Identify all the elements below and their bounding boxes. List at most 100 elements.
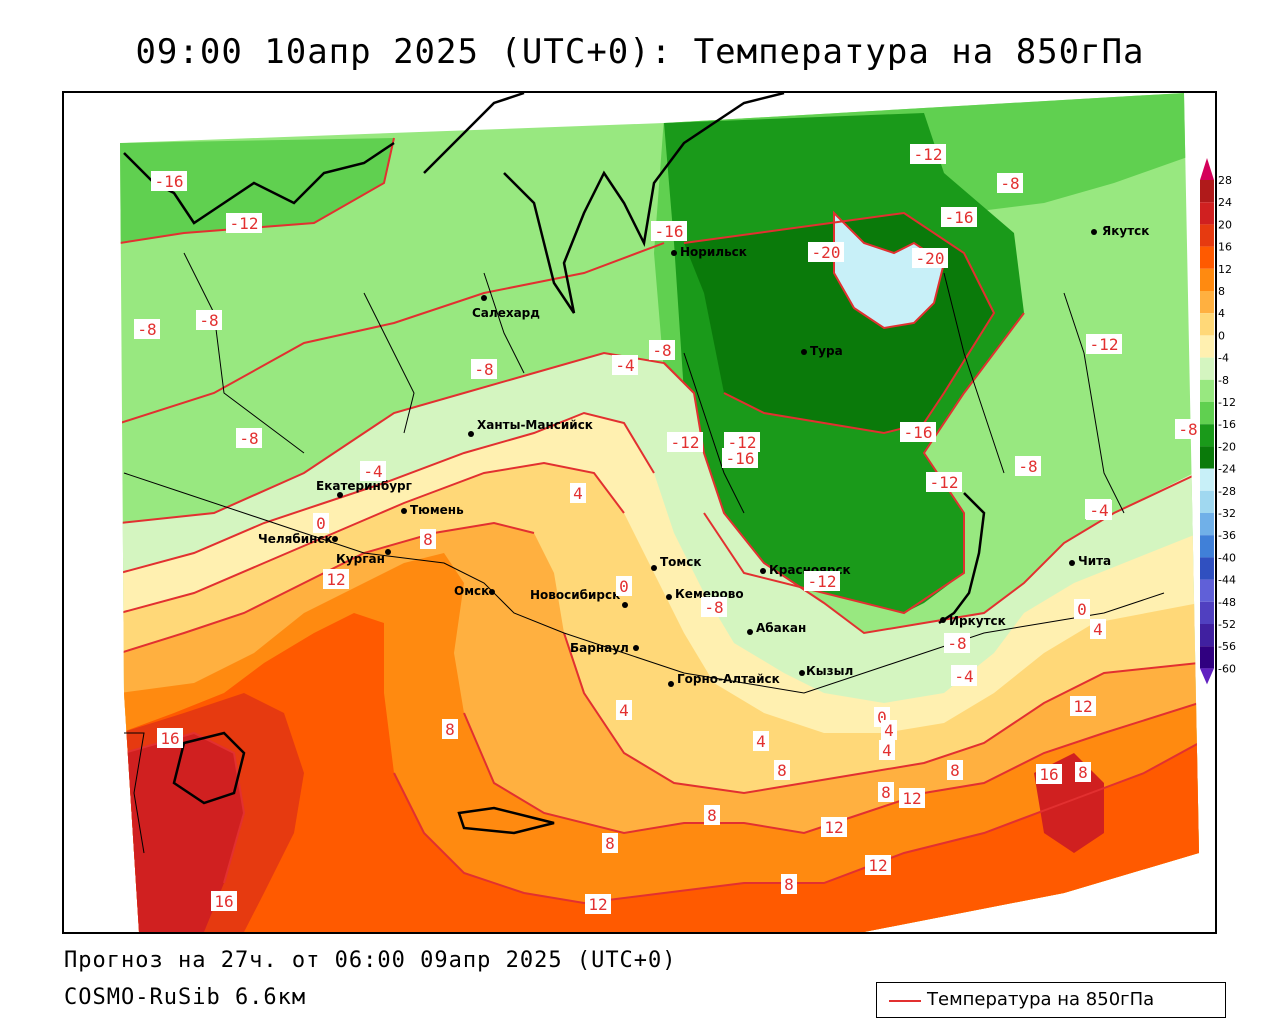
city-marker-kemerovo[interactable] bbox=[666, 594, 672, 600]
colorbar-swatch bbox=[1200, 268, 1214, 291]
city-marker-chelyabinsk[interactable] bbox=[332, 536, 338, 542]
isotherm-label: 4 bbox=[1093, 620, 1103, 639]
colorbar-swatch bbox=[1200, 335, 1214, 358]
isotherm-label-box bbox=[941, 207, 977, 227]
isotherm-label: 8 bbox=[777, 761, 787, 780]
isotherm-label: -12 bbox=[930, 473, 959, 492]
isotherm-label: -16 bbox=[155, 172, 184, 191]
chart-title: 09:00 10апр 2025 (UTC+0): Температура на… bbox=[135, 32, 1145, 72]
isotherm-label-box bbox=[602, 833, 618, 853]
isotherm-label-box bbox=[151, 171, 187, 191]
isotherm-label: 16 bbox=[214, 892, 233, 911]
isotherm-label: -8 bbox=[1178, 420, 1197, 439]
isotherm-label: -4 bbox=[1089, 501, 1108, 520]
isotherm-label-box bbox=[420, 529, 436, 549]
model-name: COSMO-RuSib 6.6км bbox=[64, 985, 307, 1010]
isotherm-label: 16 bbox=[160, 729, 179, 748]
colorbar-swatch bbox=[1200, 291, 1214, 314]
isotherm-label-box bbox=[881, 720, 897, 740]
isotherm-label: 0 bbox=[619, 577, 629, 596]
city-marker-barnaul[interactable] bbox=[633, 645, 639, 651]
colorbar-ticks: 28 24 20 16 12 8 4 0 -4 -8 -12 -16 -20 -24 -28 -32 -36 -4… bbox=[1218, 174, 1236, 675]
temperature-map[interactable]: Якутск Норильск Салехард Тура Ханты-Манс… bbox=[62, 91, 1217, 934]
colorbar-tick-label: -12 bbox=[1218, 396, 1236, 409]
city-marker-kyzyl[interactable] bbox=[799, 670, 805, 676]
city-marker-yekaterinburg[interactable] bbox=[337, 492, 343, 498]
city-label-gorno-altaysk: Горно-Алтайск bbox=[677, 672, 780, 686]
city-marker-abakan[interactable] bbox=[747, 629, 753, 635]
isotherm-label-box bbox=[157, 728, 183, 748]
legend-label: Температура на 850гПа bbox=[927, 989, 1155, 1010]
colorbar-tick-label: -52 bbox=[1218, 618, 1236, 631]
isotherm-label: 8 bbox=[1078, 763, 1088, 782]
isotherm-label-box bbox=[211, 891, 237, 911]
isotherm-label: 16 bbox=[1039, 765, 1058, 784]
isotherm-label: -8 bbox=[1018, 457, 1037, 476]
city-marker-tura[interactable] bbox=[801, 349, 807, 355]
city-label-norilsk: Норильск bbox=[680, 245, 747, 259]
isotherm-label-box bbox=[616, 700, 632, 720]
isotherm-label: 12 bbox=[1073, 697, 1092, 716]
isotherm-label: -8 bbox=[239, 429, 258, 448]
colorbar-swatch bbox=[1200, 624, 1214, 647]
isotherm-label: 12 bbox=[824, 818, 843, 837]
isotherm-label: 12 bbox=[588, 895, 607, 914]
isotherm-label: -12 bbox=[1090, 335, 1119, 354]
isotherm-label: -20 bbox=[916, 249, 945, 268]
isotherm-label-box bbox=[585, 894, 611, 914]
city-marker-omsk[interactable] bbox=[489, 589, 495, 595]
isotherm-label-box bbox=[651, 221, 687, 241]
isotherm-label-box bbox=[722, 448, 758, 468]
city-label-kurgan: Курган bbox=[336, 552, 385, 566]
isotherm-label: 4 bbox=[619, 701, 629, 720]
city-marker-yakutsk[interactable] bbox=[1091, 229, 1097, 235]
colorbar-tick-label: 16 bbox=[1218, 241, 1232, 254]
isotherm-label: -8 bbox=[474, 360, 493, 379]
city-marker-tyumen[interactable] bbox=[401, 508, 407, 514]
isotherm-label-box bbox=[774, 760, 790, 780]
isotherm-label: 8 bbox=[881, 783, 891, 802]
colorbar-swatch bbox=[1200, 402, 1214, 425]
city-marker-krasnoyarsk[interactable] bbox=[760, 568, 766, 574]
city-marker-gorno-altaysk[interactable] bbox=[668, 681, 674, 687]
colorbar-swatch bbox=[1200, 446, 1214, 469]
city-label-barnaul: Барнаул bbox=[570, 641, 629, 655]
city-marker-novosibirsk[interactable] bbox=[622, 602, 628, 608]
isotherm-label: -4 bbox=[615, 356, 634, 375]
isotherm-label-box bbox=[1175, 419, 1201, 439]
legend: Температура на 850гПа bbox=[876, 982, 1226, 1018]
isotherm-label: -4 bbox=[954, 667, 973, 686]
colorbar-swatch bbox=[1200, 313, 1214, 336]
colorbar-arrow-bottom bbox=[1200, 668, 1214, 685]
city-marker-chita[interactable] bbox=[1069, 560, 1075, 566]
isotherm-label: -4 bbox=[363, 462, 382, 481]
colorbar-tick-label: 12 bbox=[1218, 263, 1232, 276]
city-marker-salekhard[interactable] bbox=[481, 295, 487, 301]
isotherm-label: -12 bbox=[230, 214, 259, 233]
city-marker-norilsk[interactable] bbox=[671, 250, 677, 256]
city-marker-irkutsk[interactable] bbox=[940, 617, 946, 623]
city-label-omsk: Омск bbox=[454, 584, 489, 598]
isotherm-label-box bbox=[226, 213, 262, 233]
isotherm-label: 12 bbox=[326, 570, 345, 589]
colorbar-tick-label: -8 bbox=[1218, 374, 1229, 387]
isotherm-label: -8 bbox=[947, 634, 966, 653]
isotherm-label-box bbox=[667, 432, 703, 452]
isotherm-label: 8 bbox=[445, 720, 455, 739]
colorbar-tick-label: -44 bbox=[1218, 574, 1236, 587]
isotherm-label-box bbox=[944, 633, 970, 653]
isotherm-label: -16 bbox=[945, 208, 974, 227]
city-marker-tomsk[interactable] bbox=[651, 565, 657, 571]
isotherm-label-box bbox=[570, 483, 586, 503]
isotherm-label: -16 bbox=[655, 222, 684, 241]
borders bbox=[123, 252, 1165, 854]
colorbar-tick-label: -28 bbox=[1218, 485, 1236, 498]
isotherm-label-box bbox=[910, 144, 946, 164]
colorbar-swatch bbox=[1200, 646, 1214, 669]
colorbar-arrow-top bbox=[1200, 158, 1214, 180]
colorbar-tick-label: -20 bbox=[1218, 440, 1236, 453]
colorbar-swatches bbox=[1200, 158, 1214, 685]
city-marker-kurgan[interactable] bbox=[385, 549, 391, 555]
city-marker-khanty-mansiysk[interactable] bbox=[468, 431, 474, 437]
colorbar-swatch bbox=[1200, 202, 1214, 225]
